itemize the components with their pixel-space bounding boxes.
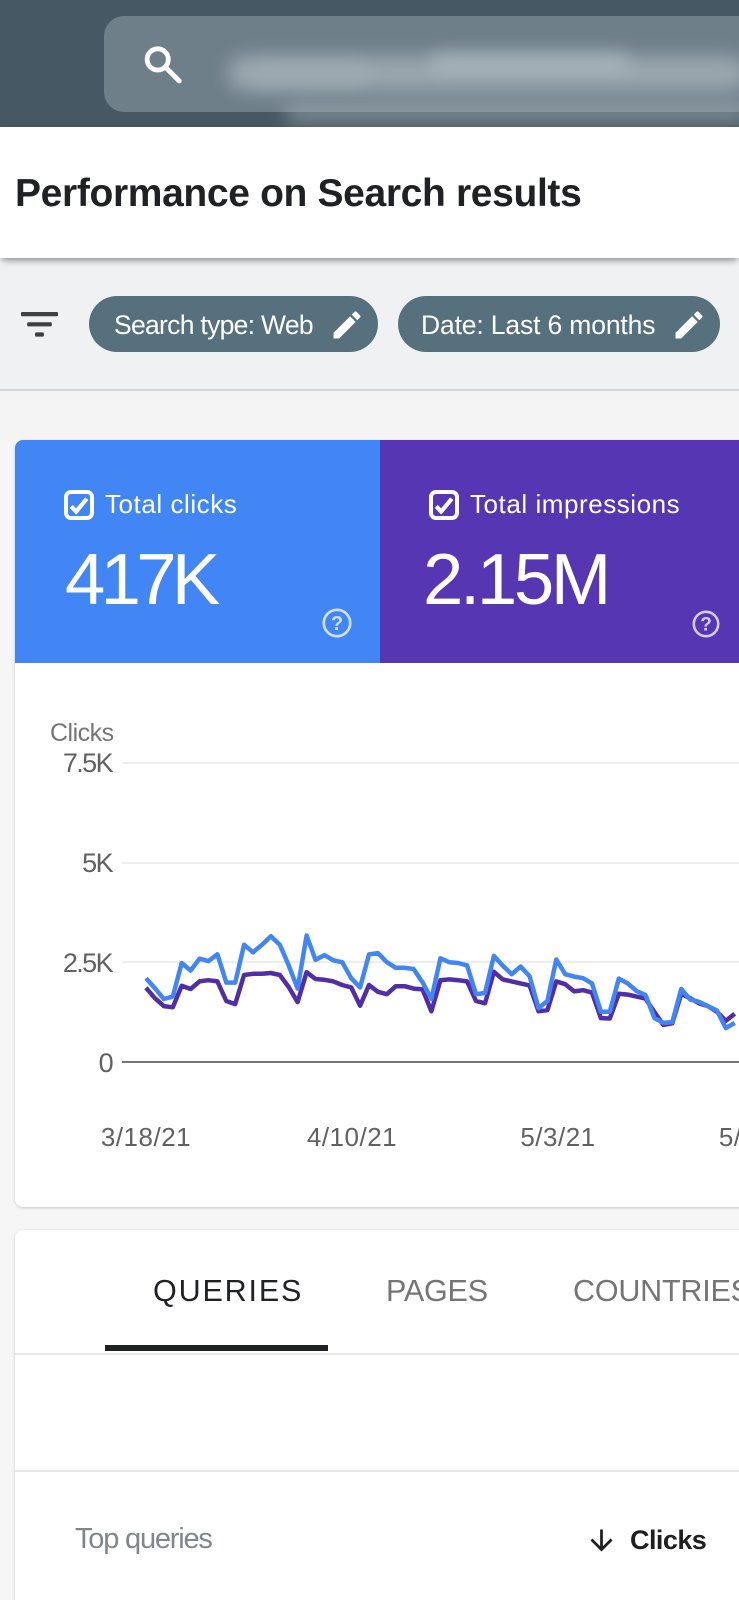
svg-text:?: ? xyxy=(700,615,712,636)
svg-text:?: ? xyxy=(331,613,343,635)
